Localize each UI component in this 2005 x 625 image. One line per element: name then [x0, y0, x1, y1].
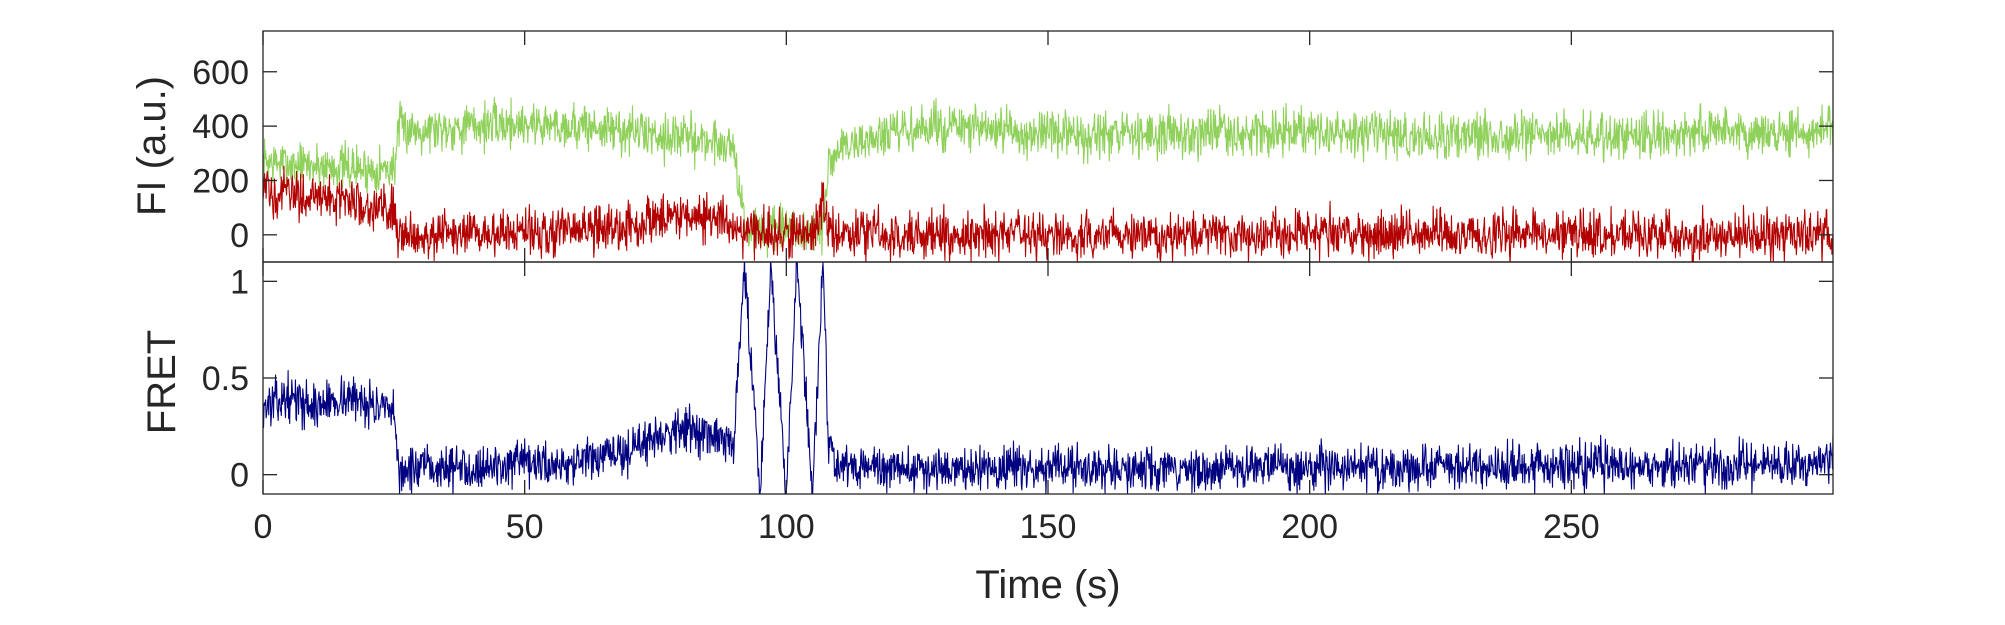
- fret-xtick-label-5: 250: [1543, 508, 1600, 546]
- fluorescence-panel: 0 200 400 600 FI (a.u.): [130, 30, 1834, 263]
- fluorescence-y-axis-label: FI (a.u.): [130, 76, 174, 216]
- fluorescence-y-ticks: 0 200 400 600: [192, 31, 1833, 262]
- time-x-axis-label: Time (s): [975, 563, 1120, 607]
- fluorescence-ytick-label-3: 600: [192, 54, 249, 92]
- fret-xtick-label-3: 150: [1020, 508, 1077, 546]
- fret-traces: [263, 262, 1833, 494]
- fret-series-0: [263, 262, 1833, 494]
- fret-ticks: 0 0.5 1 0 50 100 150 200 250: [202, 262, 1833, 546]
- fret-panel: 0 0.5 1 0 50 100 150 200 250 FRET Time (s): [140, 261, 1834, 607]
- fret-ytick-label-1: 0.5: [202, 360, 249, 398]
- fluorescence-ytick-label-2: 400: [192, 108, 249, 146]
- fluorescence-series-1: [263, 165, 1833, 262]
- fret-axes-frame: [262, 261, 1834, 495]
- fret-xtick-label-1: 50: [506, 508, 544, 546]
- fluorescence-series-0: [263, 97, 1833, 258]
- fret-xtick-label-4: 200: [1281, 508, 1338, 546]
- fret-y-axis-label: FRET: [140, 330, 184, 434]
- fluorescence-ytick-label-1: 200: [192, 162, 249, 200]
- fret-ytick-label-2: 1: [230, 263, 249, 301]
- fluorescence-traces: [263, 97, 1833, 262]
- fret-ytick-label-0: 0: [230, 457, 249, 495]
- fret-xtick-label-0: 0: [254, 508, 273, 546]
- fluorescence-ytick-label-0: 0: [230, 217, 249, 255]
- fret-xtick-label-2: 100: [758, 508, 815, 546]
